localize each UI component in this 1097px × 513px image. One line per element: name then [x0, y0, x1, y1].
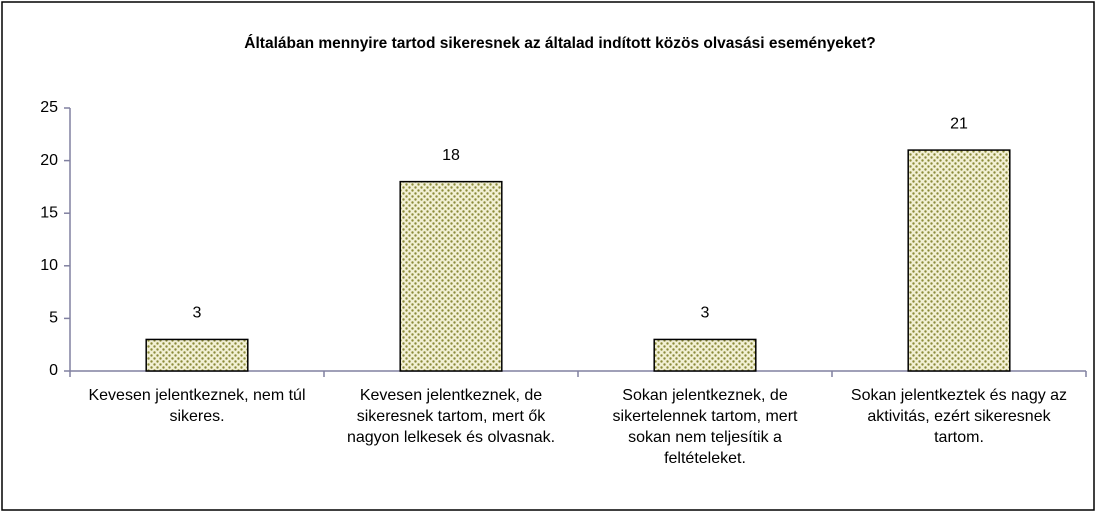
y-tick-label: 5	[49, 310, 58, 327]
y-tick-label: 0	[49, 362, 58, 379]
y-tick-label: 10	[40, 257, 58, 274]
bar	[907, 149, 1011, 372]
y-tick-label: 25	[40, 99, 58, 116]
x-tick-label: Kevesen jelentkeznek, nem túl sikeres.	[88, 387, 306, 425]
x-tick-label-box: Sokan jelentkeznek, de sikertelennek tar…	[612, 387, 798, 467]
bar	[399, 180, 503, 372]
y-tick-label: 20	[40, 152, 58, 169]
x-tick-label: Sokan jelentkeztek és nagy az aktivitás,…	[850, 387, 1068, 446]
bar	[145, 338, 249, 372]
data-label: 18	[442, 147, 460, 164]
x-tick-label-box: Kevesen jelentkeznek, de sikeresnek tart…	[346, 387, 556, 446]
y-tick-label: 15	[40, 204, 58, 221]
chart-title: Általában mennyire tartod sikeresnek az …	[244, 35, 875, 52]
data-label: 3	[193, 305, 202, 322]
bar	[653, 338, 757, 372]
data-label: 3	[701, 305, 710, 322]
x-tick-label: Sokan jelentkeznek, de sikertelennek tar…	[612, 387, 798, 467]
x-tick-label-box: Kevesen jelentkeznek, nem túl sikeres.	[88, 387, 306, 425]
x-tick-label-box: Sokan jelentkeztek és nagy az aktivitás,…	[850, 387, 1068, 446]
data-label: 21	[950, 115, 968, 132]
x-tick-label: Kevesen jelentkeznek, de sikeresnek tart…	[346, 387, 556, 446]
